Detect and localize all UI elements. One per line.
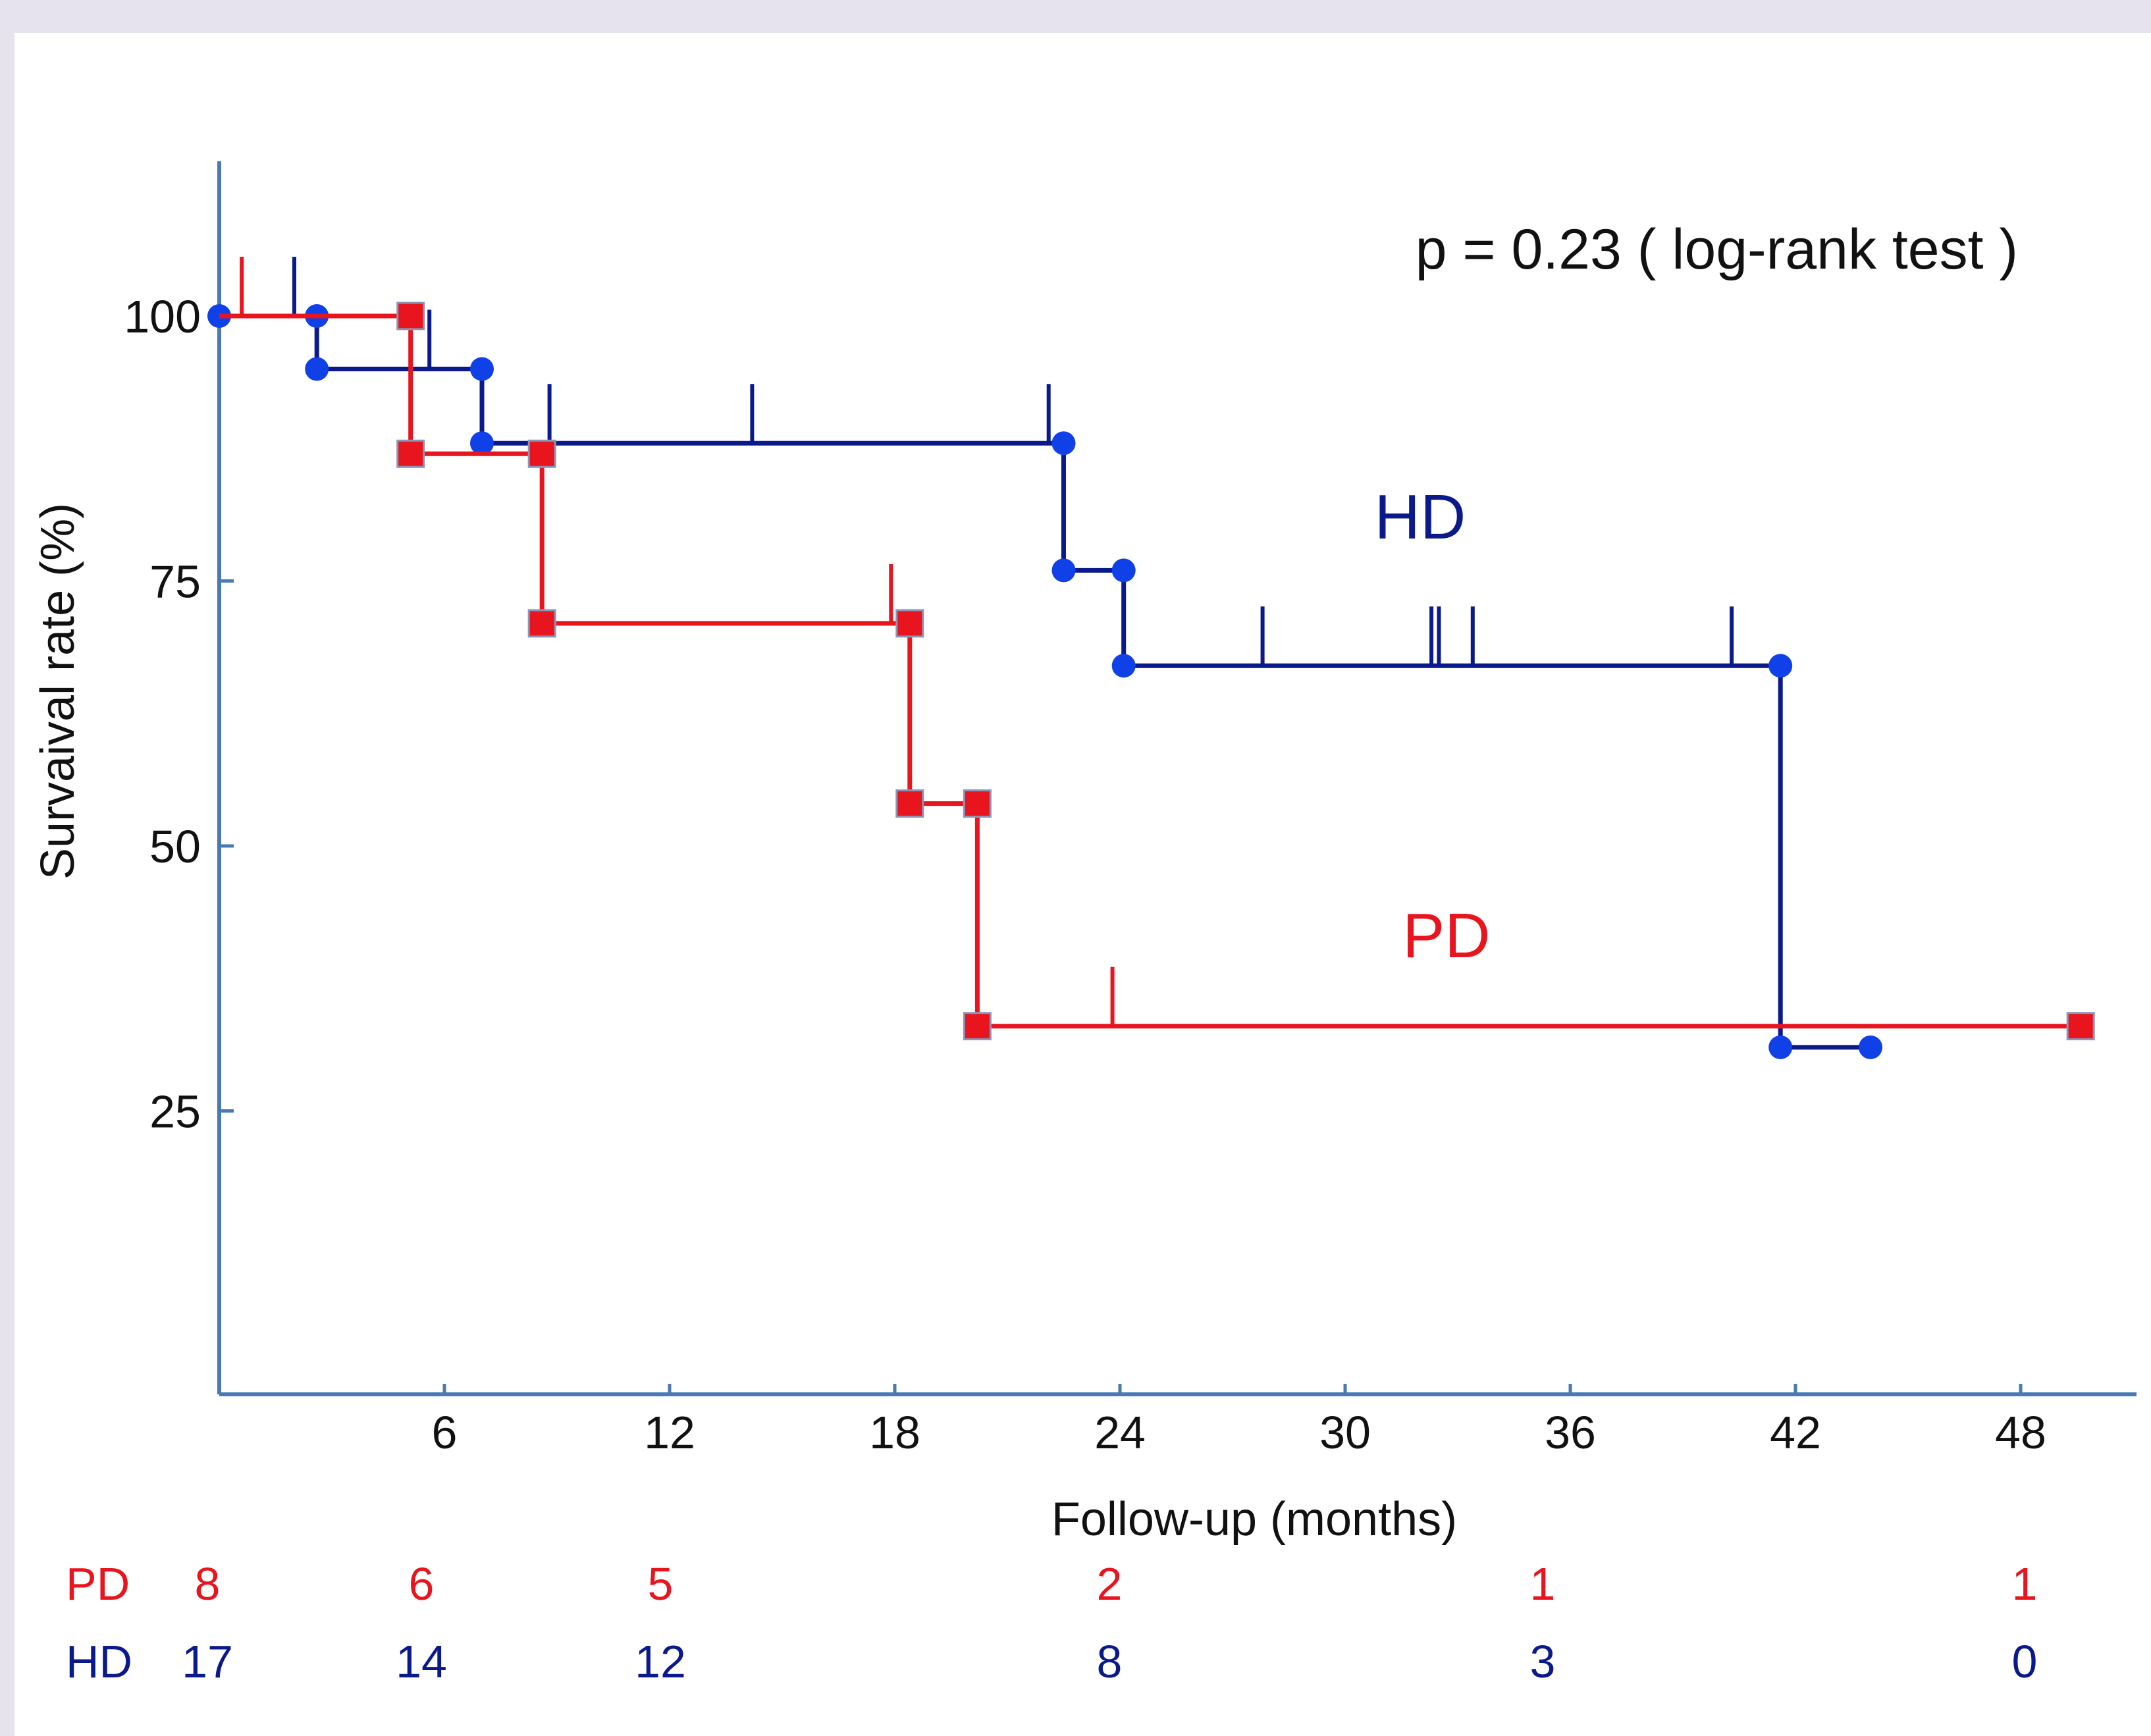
hd-series: [207, 257, 1882, 1059]
hd-step-line: [219, 313, 1871, 1050]
hd-event-marker: [1111, 558, 1136, 583]
x-tick-label: 12: [644, 1407, 695, 1458]
pd-step-line: [219, 313, 2081, 1029]
pd-event-marker: [2066, 1012, 2095, 1041]
risk-row-hd: HD 17 14 12 8 3 0: [66, 1636, 2037, 1687]
risk-value: 17: [182, 1636, 233, 1687]
risk-row-label: PD: [66, 1558, 130, 1610]
y-tick-label: 50: [149, 821, 201, 872]
risk-row-pd: PD 8 6 5 2 1 1: [66, 1558, 2037, 1610]
hd-series-label: HD: [1375, 482, 1466, 552]
x-axis-title: Follow-up (months): [1051, 1493, 1457, 1546]
risk-value: 1: [1530, 1558, 1556, 1610]
pd-series: [219, 257, 2095, 1041]
hd-event-marker: [1051, 431, 1076, 456]
x-tick-label: 48: [1995, 1407, 2046, 1458]
x-tick-label: 30: [1319, 1407, 1371, 1458]
y-tick-label: 25: [149, 1086, 201, 1138]
y-tick-label: 75: [149, 556, 201, 608]
x-tick-label: 24: [1094, 1407, 1146, 1458]
risk-value: 14: [396, 1636, 447, 1687]
y-tick-label: 100: [124, 291, 201, 342]
x-tick-label: 42: [1770, 1407, 1821, 1458]
pd-event-marker: [527, 439, 556, 468]
x-tick-label: 18: [869, 1407, 920, 1458]
hd-event-marker: [305, 357, 329, 381]
risk-value: 5: [648, 1558, 674, 1610]
risk-value: 0: [2012, 1636, 2038, 1687]
risk-value: 12: [635, 1636, 686, 1687]
risk-value: 8: [195, 1558, 221, 1610]
hd-event-marker: [1768, 654, 1793, 678]
pd-event-marker: [895, 789, 924, 818]
x-tick-label: 36: [1545, 1407, 1596, 1458]
risk-value: 3: [1530, 1636, 1556, 1687]
risk-value: 8: [1097, 1636, 1123, 1687]
risk-value: 2: [1097, 1558, 1123, 1610]
pd-event-marker: [527, 609, 556, 638]
axes-group: 6 12 18 24 30 36 42 48 25 50 75 100: [124, 161, 2137, 1458]
y-axis-title: Survaival rate (%): [32, 503, 84, 880]
hd-event-marker: [1051, 558, 1076, 583]
pd-series-label: PD: [1402, 901, 1490, 971]
risk-value: 1: [2012, 1558, 2038, 1610]
hd-event-marker: [1859, 1035, 1882, 1059]
pd-event-marker: [963, 789, 992, 818]
hd-event-marker: [1768, 1035, 1793, 1059]
pd-event-marker: [895, 609, 924, 638]
pd-event-marker: [396, 302, 425, 330]
hd-event-marker: [470, 431, 494, 456]
pd-event-marker: [963, 1012, 992, 1041]
hd-event-marker: [470, 357, 494, 381]
series-layer: HD PD: [207, 257, 2095, 1059]
p-value-annotation: p = 0.23 ( log-rank test ): [1416, 218, 2018, 281]
pd-event-marker: [396, 439, 425, 468]
hd-event-marker: [1111, 654, 1136, 678]
risk-table: PD 8 6 5 2 1 1 HD 17 14 12 8 3 0: [66, 1558, 2037, 1687]
risk-row-label: HD: [66, 1636, 132, 1687]
x-tick-label: 6: [432, 1407, 458, 1458]
risk-value: 6: [409, 1558, 435, 1610]
